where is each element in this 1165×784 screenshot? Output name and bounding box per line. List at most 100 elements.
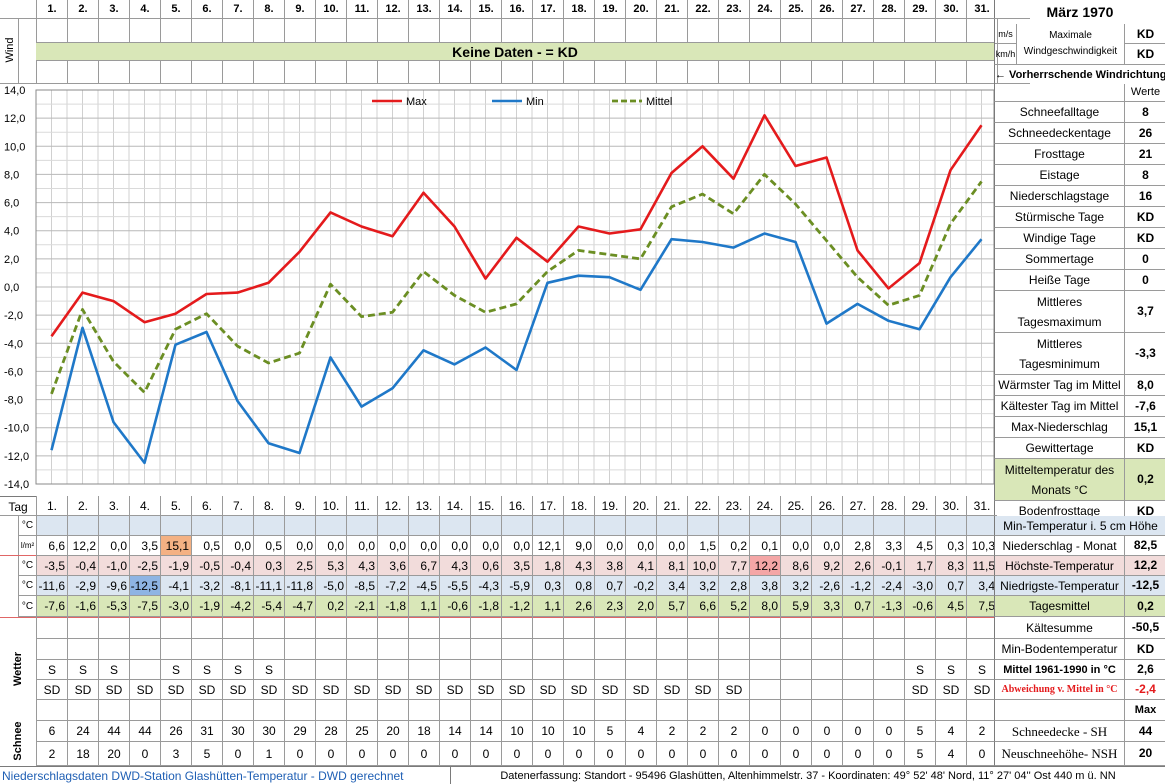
table-cell-schneedecke: 28 <box>315 721 346 742</box>
separator-line <box>0 617 994 618</box>
table-cell-e2 <box>594 639 625 660</box>
table-cell-schneedecke: 10 <box>532 721 563 742</box>
table-cell-wetter_sd: SD <box>935 680 966 700</box>
temperature-chart: 14,0 12,0 10,0 8,0 6,0 4,0 2,0 0,0 -2,0 -4,0 -6,0 -… <box>4 85 994 491</box>
y-tick-label: 10,0 <box>4 141 25 153</box>
stat-row: Niedrigste-Temperatur -12,5 <box>994 576 1165 596</box>
stat-value: -7,6 <box>1124 396 1165 416</box>
table-cell-e3 <box>594 700 625 721</box>
day-header: 19. <box>594 0 625 18</box>
stat-value: KD <box>1124 501 1165 521</box>
y-tick-label: 2,0 <box>4 254 19 266</box>
table-cell-tag: 3. <box>98 496 129 516</box>
table-cell-e2 <box>377 639 408 660</box>
stat-label: Neuschneehöhe- NSH <box>1001 746 1118 761</box>
table-cell-wetter_sd: SD <box>222 680 253 700</box>
table-cell-min: -4,5 <box>408 576 439 596</box>
legend-label: Mittel <box>646 96 672 108</box>
table-cell-mittel: -0,6 <box>439 596 470 617</box>
table-cell-e3 <box>780 700 811 721</box>
table-cell-e2 <box>625 639 656 660</box>
table-cell-tag: 2. <box>67 496 98 516</box>
table-cell-schneedecke: 24 <box>67 721 98 742</box>
table-cell-e1 <box>222 617 253 639</box>
stat-label: Höchste-Temperatur <box>1005 559 1114 573</box>
table-cell-wetter_s <box>470 660 501 680</box>
table-cell-e2 <box>842 639 873 660</box>
table-cell-tag: 4. <box>129 496 160 516</box>
table-cell-neuschnee: 2 <box>36 742 67 766</box>
table-cell-blank <box>625 516 656 536</box>
table-cell-min: -2,9 <box>67 576 98 596</box>
day-header: 29. <box>904 0 935 18</box>
table-cell-min: -11,1 <box>253 576 284 596</box>
table-cell-mittel: -1,8 <box>470 596 501 617</box>
table-cell-schneedecke: 14 <box>439 721 470 742</box>
month-title: März 1970 <box>994 0 1165 24</box>
table-cell-neuschnee: 0 <box>594 742 625 766</box>
stat-row: Mitteltemperatur des Monats °C 0,2 <box>994 459 1165 501</box>
table-cell-neuschnee: 0 <box>811 742 842 766</box>
table-cell-e2 <box>470 639 501 660</box>
table-cell-wetter_sd <box>842 680 873 700</box>
stat-value: KD <box>1124 438 1165 458</box>
table-cell-mittel: 0,7 <box>842 596 873 617</box>
stat-label: Frosttage <box>1034 147 1085 161</box>
day-header: 14. <box>439 0 470 18</box>
table-cell-wetter_sd: SD <box>501 680 532 700</box>
stat-value: -2,4 <box>1124 680 1165 699</box>
table-cell-min: -5,9 <box>501 576 532 596</box>
table-cell-neuschnee: 0 <box>718 742 749 766</box>
table-cell-e2 <box>160 639 191 660</box>
table-cell-neuschnee: 5 <box>904 742 935 766</box>
table-cell-blank <box>749 516 780 536</box>
stat-value: 3,7 <box>1124 291 1165 332</box>
table-cell-schneedecke: 30 <box>222 721 253 742</box>
table-cell-max: -1,0 <box>98 556 129 576</box>
table-cell-niederschlag: 0,0 <box>408 536 439 556</box>
stat-value: 44 <box>1124 721 1165 741</box>
table-cell-tag: 21. <box>656 496 687 516</box>
stat-label: Max-Niederschlag <box>1011 420 1108 434</box>
table-cell-min: -4,1 <box>160 576 191 596</box>
stats-header-label: Werte <box>1124 84 1165 101</box>
table-cell-neuschnee: 0 <box>222 742 253 766</box>
table-cell-tag: 12. <box>377 496 408 516</box>
table-cell-tag: 17. <box>532 496 563 516</box>
table-cell-min: -11,6 <box>36 576 67 596</box>
no-data-banner: Keine Daten - = KD <box>36 42 994 61</box>
table-cell-schneedecke: 26 <box>160 721 191 742</box>
table-cell-e2 <box>284 639 315 660</box>
unit-kmh: km/h <box>995 44 1017 64</box>
stat-label: Min-Temperatur i. 5 cm Höhe <box>1003 519 1158 533</box>
table-cell-e3 <box>842 700 873 721</box>
table-cell-schneedecke: 0 <box>780 721 811 742</box>
stat-label: Niederschlag - Monat <box>1002 539 1117 553</box>
stat-row: Wärmster Tag im Mittel 8,0 <box>994 375 1165 396</box>
table-cell-schneedecke: 2 <box>966 721 997 742</box>
stat-value: 2,6 <box>1124 660 1165 679</box>
table-cell-neuschnee: 0 <box>780 742 811 766</box>
stat-row: Frosttage 21 <box>994 144 1165 165</box>
table-cell-e3 <box>532 700 563 721</box>
table-cell-wetter_s: S <box>160 660 191 680</box>
table-cell-wetter_s <box>129 660 160 680</box>
day-header: 24. <box>749 0 780 18</box>
stat-value: KD <box>1124 207 1165 227</box>
table-cell-wetter_s <box>656 660 687 680</box>
table-cell-blank <box>935 516 966 536</box>
stat-row: Max <box>994 700 1165 721</box>
day-header: 20. <box>625 0 656 18</box>
table-cell-e2 <box>966 639 997 660</box>
table-cell-max: 8,3 <box>935 556 966 576</box>
table-cell-wetter_s: S <box>935 660 966 680</box>
stat-value: 21 <box>1124 144 1165 164</box>
table-cell-niederschlag: 6,6 <box>36 536 67 556</box>
table-cell-max: 7,7 <box>718 556 749 576</box>
table-cell-wetter_sd: SD <box>67 680 98 700</box>
table-cell-wetter_s: S <box>98 660 129 680</box>
table-cell-max: 4,1 <box>625 556 656 576</box>
day-header: 10. <box>315 0 346 18</box>
stat-row: Max-Niederschlag 15,1 <box>994 417 1165 438</box>
table-cell-wetter_s: S <box>191 660 222 680</box>
